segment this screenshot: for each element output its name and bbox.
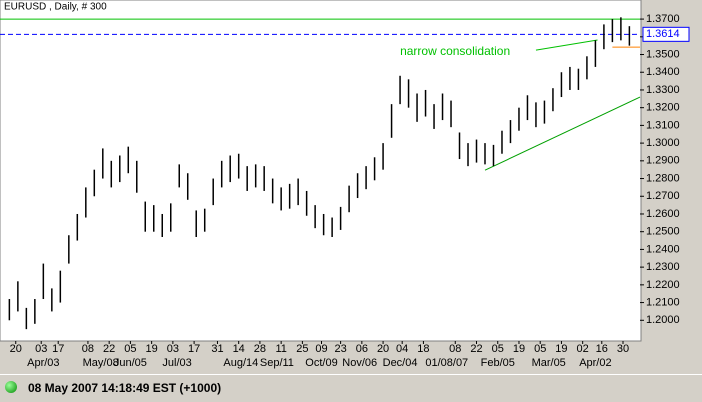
x-tick-label: 20 (377, 343, 389, 355)
x-tick-label: 05 (492, 343, 504, 355)
level-label: 1.3614 (646, 28, 680, 40)
x-tick-label: 22 (103, 343, 115, 355)
x-month-label: Aug/14 (223, 357, 258, 369)
y-tick-label: 1.3200 (646, 102, 680, 114)
x-tick-label: 22 (470, 343, 482, 355)
x-tick-label: 17 (52, 343, 64, 355)
x-tick-label: 20 (10, 343, 22, 355)
x-month-label: Apr/02 (579, 357, 611, 369)
chart: EURUSD , Daily, # 300 1.2000 1.2100 1.2200… (0, 0, 690, 369)
x-tick-label: 14 (233, 343, 245, 355)
trend-line (484, 96, 641, 171)
status-bar: 08 May 2007 14:18:49 EST (+1000) (0, 374, 702, 402)
x-tick-label: 30 (617, 343, 629, 355)
y-tick-label: 1.3700 (646, 13, 680, 25)
plot-area (0, 0, 642, 342)
status-text: 08 May 2007 14:18:49 EST (+1000) (28, 381, 222, 395)
y-tick-label: 1.3000 (646, 137, 680, 149)
x-month-label: 01/08/07 (425, 357, 468, 369)
x-tick-label: 28 (254, 343, 266, 355)
x-tick-label: 19 (513, 343, 525, 355)
level-label-box (642, 26, 690, 42)
x-month-label: May/08 (83, 357, 119, 369)
x-month-label: Jun/05 (114, 357, 147, 369)
x-tick-label: 09 (315, 343, 327, 355)
status-icon (5, 381, 17, 393)
x-tick-label: 25 (296, 343, 308, 355)
y-tick-label: 1.2500 (646, 226, 680, 238)
y-tick-label: 1.3500 (646, 48, 680, 60)
x-month-label: Oct/09 (305, 357, 337, 369)
x-tick-label: 06 (356, 343, 368, 355)
y-tick-label: 1.3300 (646, 84, 680, 96)
x-tick-label: 05 (534, 343, 546, 355)
x-tick-label: 16 (596, 343, 608, 355)
x-tick-label: 08 (449, 343, 461, 355)
y-tick-label: 1.2100 (646, 296, 680, 308)
y-tick-label: 1.2300 (646, 261, 680, 273)
x-tick-label: 08 (82, 343, 94, 355)
annotation: narrow consolidation (400, 44, 510, 58)
y-tick-label: 1.2600 (646, 208, 680, 220)
y-tick-label: 1.2700 (646, 190, 680, 202)
x-month-label: Nov/06 (342, 357, 377, 369)
chart-title: EURUSD , Daily, # 300 (4, 2, 107, 13)
x-tick-label: 19 (555, 343, 567, 355)
y-tick-label: 1.2200 (646, 279, 680, 291)
x-month-label: Sep/11 (260, 357, 294, 369)
x-tick-label: 23 (334, 343, 346, 355)
x-month-label: Dec/04 (383, 357, 418, 369)
x-tick-label: 19 (146, 343, 158, 355)
y-tick-label: 1.2800 (646, 172, 680, 184)
x-tick-label: 31 (211, 343, 223, 355)
y-tick-label: 1.3400 (646, 66, 680, 78)
x-month-label: Feb/05 (481, 357, 515, 369)
x-tick-label: 18 (417, 343, 429, 355)
y-tick-label: 1.2400 (646, 243, 680, 255)
y-tick-label: 1.2000 (646, 314, 680, 326)
y-tick-label: 1.2900 (646, 155, 680, 167)
x-tick-label: 02 (577, 343, 589, 355)
x-month-label: Mar/05 (532, 357, 566, 369)
x-tick-label: 04 (396, 343, 408, 355)
trend-line (535, 39, 598, 51)
x-tick-label: 11 (275, 343, 286, 355)
y-tick-label: 1.3100 (646, 119, 680, 131)
x-tick-label: 03 (35, 343, 47, 355)
x-tick-label: 17 (188, 343, 200, 355)
x-month-label: Apr/03 (27, 357, 59, 369)
x-month-label: Jul/03 (162, 357, 191, 369)
x-tick-label: 05 (124, 343, 136, 355)
x-tick-label: 03 (167, 343, 179, 355)
